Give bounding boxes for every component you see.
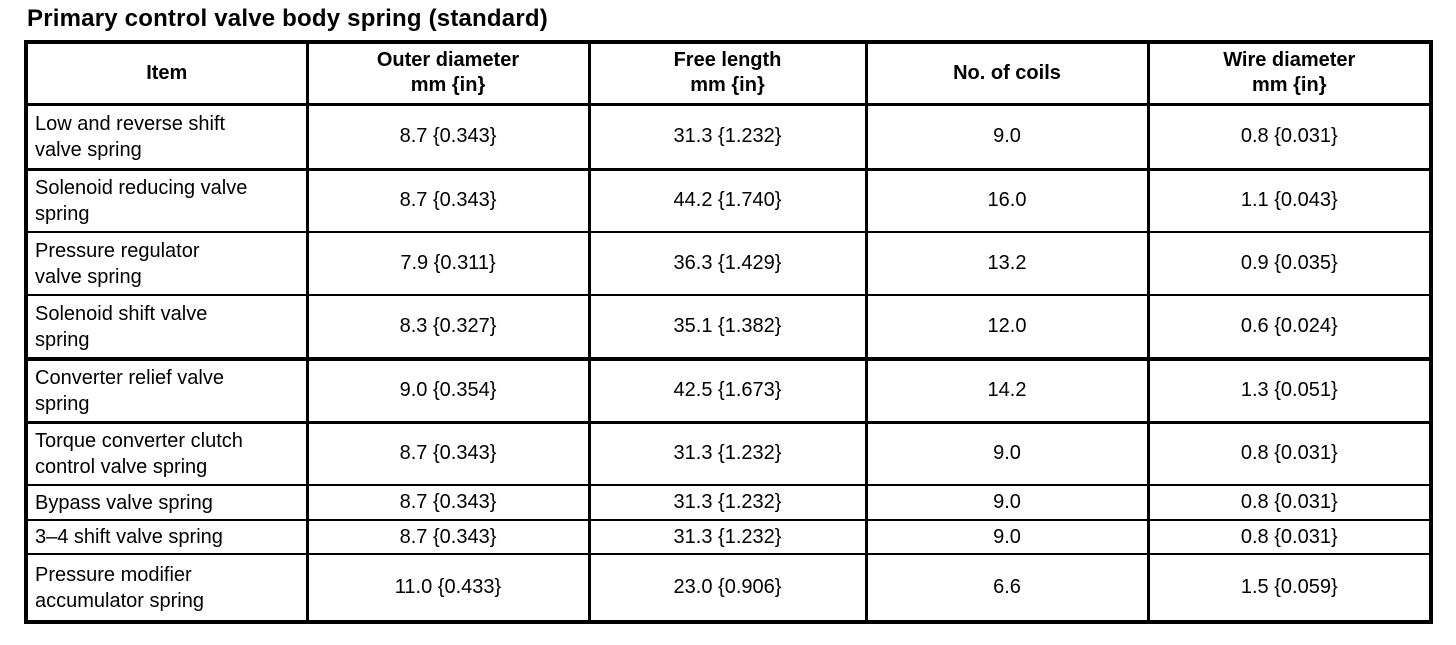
value-cell: 23.0 {0.906} [587, 553, 868, 623]
column-unit: mm {in} [410, 74, 486, 97]
value-cell: 0.8 {0.031} [1146, 519, 1433, 555]
value-cell: 7.9 {0.311} [305, 231, 591, 296]
column-unit: mm {in} [1252, 74, 1327, 97]
value-cell: 1.5 {0.059} [1146, 553, 1433, 623]
value-cell: 8.3 {0.327} [305, 294, 591, 360]
table-row: Pressure modifier accumulator spring 11.0… [24, 553, 1433, 623]
value-cell: 31.3 {1.232} [587, 420, 868, 486]
value-cell: 31.3 {1.232} [587, 103, 868, 170]
column-label: Wire diameter [1223, 49, 1356, 72]
value-cell: 16.0 [864, 167, 1150, 233]
page-title: Primary control valve body spring (stand… [27, 5, 548, 32]
value-cell: 12.0 [864, 294, 1150, 360]
value-cell: 13.2 [864, 231, 1150, 296]
value-cell: 36.3 {1.429} [587, 231, 868, 296]
value-cell: 31.3 {1.232} [587, 484, 868, 521]
value-cell: 0.6 {0.024} [1146, 294, 1433, 360]
page: { "title": "Primary control valve body s… [0, 5, 1456, 645]
column-header: Item [24, 41, 309, 106]
column-header: Wire diameter mm {in} [1146, 41, 1433, 106]
item-cell: Bypass valve spring [24, 484, 309, 521]
value-cell: 1.3 {0.051} [1146, 357, 1433, 423]
table-row: Pressure regulator valve spring 7.9 {0.31… [24, 231, 1433, 296]
column-label: Outer diameter [376, 49, 520, 72]
item-cell: Solenoid reducing valve spring [24, 167, 309, 233]
value-cell: 14.2 [864, 357, 1150, 423]
column-label: Item [146, 61, 188, 84]
value-cell: 6.6 [864, 553, 1150, 623]
value-cell: 8.7 {0.343} [305, 167, 591, 233]
value-cell: 31.3 {1.232} [587, 519, 868, 555]
value-cell: 11.0 {0.433} [305, 553, 591, 623]
table-body: Low and reverse shift valve spring 8.7 {0… [24, 103, 1433, 623]
table-row: Solenoid shift valve spring 8.3 {0.327} 35… [24, 294, 1433, 360]
column-header: Outer diameter mm {in} [305, 41, 591, 106]
value-cell: 9.0 [864, 420, 1150, 486]
item-cell: Pressure regulator valve spring [24, 231, 309, 296]
value-cell: 0.8 {0.031} [1146, 103, 1433, 170]
value-cell: 8.7 {0.343} [305, 519, 591, 555]
table-row: Low and reverse shift valve spring 8.7 {0… [24, 103, 1433, 170]
value-cell: 9.0 {0.354} [305, 357, 591, 423]
value-cell: 9.0 [864, 519, 1150, 555]
spring-spec-table: Item Outer diameter mm {in} Free length mm {… [24, 40, 1433, 624]
value-cell: 0.9 {0.035} [1146, 231, 1433, 296]
value-cell: 9.0 [864, 484, 1150, 521]
value-cell: 8.7 {0.343} [305, 420, 591, 486]
value-cell: 35.1 {1.382} [587, 294, 868, 360]
table-row: 3–4 shift valve spring 8.7 {0.343} 31.3 {1… [24, 519, 1433, 555]
item-cell: Pressure modifier accumulator spring [24, 553, 309, 623]
value-cell: 8.7 {0.343} [305, 484, 591, 521]
item-cell: 3–4 shift valve spring [24, 519, 309, 555]
value-cell: 0.8 {0.031} [1146, 420, 1433, 486]
table-row: Torque converter clutch control valve sp… [24, 420, 1433, 486]
value-cell: 9.0 [864, 103, 1150, 170]
column-header: Free length mm {in} [587, 41, 868, 106]
column-label: No. of coils [953, 61, 1061, 84]
header-row: Item Outer diameter mm {in} Free length mm {… [24, 41, 1433, 106]
item-cell: Low and reverse shift valve spring [24, 103, 309, 170]
item-cell: Converter relief valve spring [24, 357, 309, 423]
item-cell: Solenoid shift valve spring [24, 294, 309, 360]
value-cell: 1.1 {0.043} [1146, 167, 1433, 233]
value-cell: 42.5 {1.673} [587, 357, 868, 423]
column-header: No. of coils [864, 41, 1150, 106]
table-row: Bypass valve spring 8.7 {0.343} 31.3 {1.23… [24, 484, 1433, 521]
column-label: Free length [673, 49, 782, 72]
column-unit: mm {in} [690, 74, 765, 97]
table-row: Solenoid reducing valve spring 8.7 {0.343… [24, 167, 1433, 233]
value-cell: 8.7 {0.343} [305, 103, 591, 170]
value-cell: 44.2 {1.740} [587, 167, 868, 233]
table-header: Item Outer diameter mm {in} Free length mm {… [24, 41, 1433, 106]
value-cell: 0.8 {0.031} [1146, 484, 1433, 521]
item-cell: Torque converter clutch control valve sp… [24, 420, 309, 486]
table-row: Converter relief valve spring 9.0 {0.354}… [24, 357, 1433, 423]
